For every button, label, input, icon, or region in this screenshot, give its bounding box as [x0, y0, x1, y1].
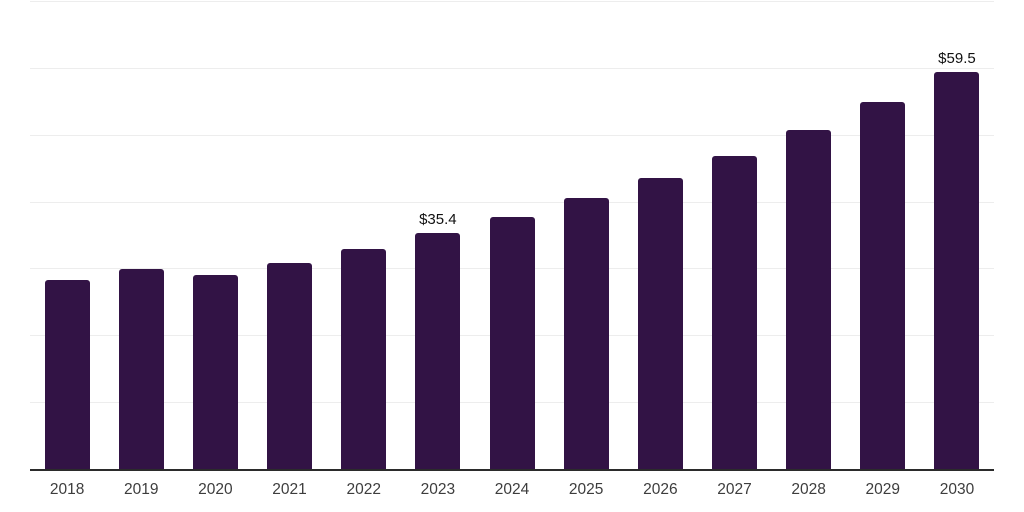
bar-slot-2021 [252, 2, 326, 470]
x-tick-label-2023: 2023 [420, 481, 456, 498]
bar-2021 [267, 262, 313, 470]
bar-slot-2023: $35.4 [401, 2, 475, 470]
plot-area: $35.4 $59.5 [30, 1, 994, 471]
x-axis-labels: 2018 2019 2020 2021 2022 2023 2024 2025 2026 2027… [30, 481, 994, 500]
bar-2028 [786, 130, 832, 470]
x-tick-label-2020: 2020 [198, 481, 233, 498]
bar-2025 [563, 197, 609, 470]
bar-2020 [192, 274, 238, 470]
x-tick-label-2021: 2021 [272, 481, 307, 498]
bar-value-label-2023: $35.4 [419, 211, 457, 229]
bar-2030 [934, 72, 980, 470]
x-tick-label-2024: 2024 [494, 481, 530, 498]
bar-2024 [489, 216, 535, 470]
x-tick-label-2027: 2027 [717, 481, 752, 498]
bar-slot-2024 [475, 2, 549, 470]
gridline-70 [30, 1, 994, 2]
bar-slot-2029 [846, 2, 920, 470]
x-tick-label-2029: 2029 [865, 481, 901, 498]
bar-2022 [341, 248, 387, 470]
x-tick-label-2019: 2019 [123, 481, 159, 498]
x-tick-label-2018: 2018 [49, 481, 85, 498]
x-tick-label-2030: 2030 [939, 481, 975, 498]
bar-value-label-2030: $59.5 [938, 50, 976, 68]
x-tick-label-2022: 2022 [346, 481, 381, 498]
bar-2027 [711, 155, 757, 470]
gridline-40 [30, 201, 994, 203]
bar-2029 [860, 101, 906, 470]
x-tick-label-2026: 2026 [643, 481, 678, 498]
gridline-60 [30, 67, 994, 69]
bar-2018 [44, 280, 90, 470]
bar-slot-2020 [178, 2, 252, 470]
bar-slot-2030: $59.5 [920, 2, 994, 470]
x-tick-label-2025: 2025 [568, 481, 604, 498]
bar-2019 [118, 269, 164, 470]
bar-slot-2026 [623, 2, 697, 470]
bar-slot-2028 [772, 2, 846, 470]
bar-slot-2018 [30, 2, 104, 470]
bars-row: $35.4 $59.5 [30, 2, 994, 470]
x-tick-label-2028: 2028 [791, 481, 826, 498]
x-axis-line [30, 469, 994, 471]
bar-slot-2025 [549, 2, 623, 470]
bar-slot-2019 [104, 2, 178, 470]
bar-slot-2022 [327, 2, 401, 470]
gridline-50 [30, 134, 994, 136]
bar-2026 [637, 177, 683, 470]
bar-2023 [415, 233, 461, 470]
bar-slot-2027 [697, 2, 771, 470]
